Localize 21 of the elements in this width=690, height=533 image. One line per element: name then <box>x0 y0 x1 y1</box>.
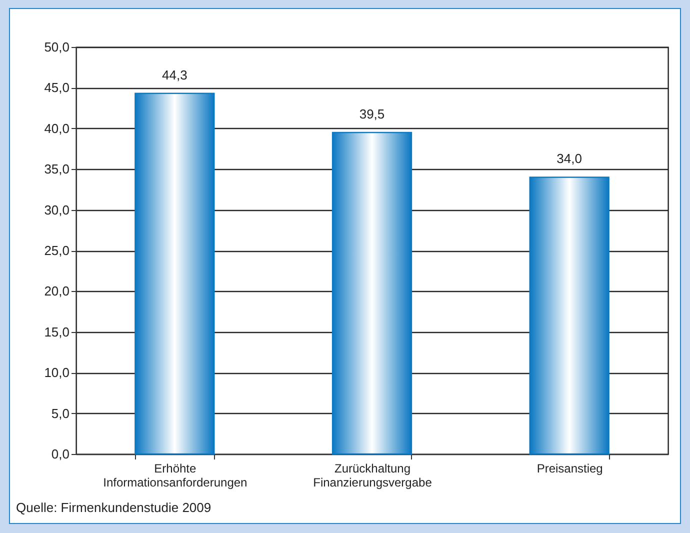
y-tick-label: 20,0 <box>44 284 70 299</box>
data-label: 44,3 <box>162 67 188 82</box>
y-tick-label: 0,0 <box>51 446 70 462</box>
y-tick-label: 50,0 <box>44 40 70 54</box>
data-label: 39,5 <box>359 106 385 122</box>
bar <box>529 176 610 455</box>
y-tick-label: 45,0 <box>44 80 70 96</box>
x-tick-label: Preisanstieg <box>536 462 603 476</box>
bar <box>134 92 215 455</box>
data-label: 34,0 <box>556 151 582 166</box>
source-note: Quelle: Firmenkundenstudie 2009 <box>16 500 212 515</box>
y-tick-label: 5,0 <box>51 406 70 421</box>
y-tick-label: 30,0 <box>44 202 70 218</box>
bar <box>332 132 412 455</box>
y-tick-label: 15,0 <box>44 324 70 340</box>
x-tick-label: Erhöhte Informationsanforderungen <box>103 462 248 490</box>
y-tick-label: 25,0 <box>44 243 70 258</box>
y-tick-label: 35,0 <box>44 162 70 177</box>
y-tick-label: 10,0 <box>44 365 70 380</box>
y-tick-label: 40,0 <box>44 120 70 136</box>
x-tick-label: Zurückhaltung Finanzierungsvergabe <box>313 462 432 490</box>
